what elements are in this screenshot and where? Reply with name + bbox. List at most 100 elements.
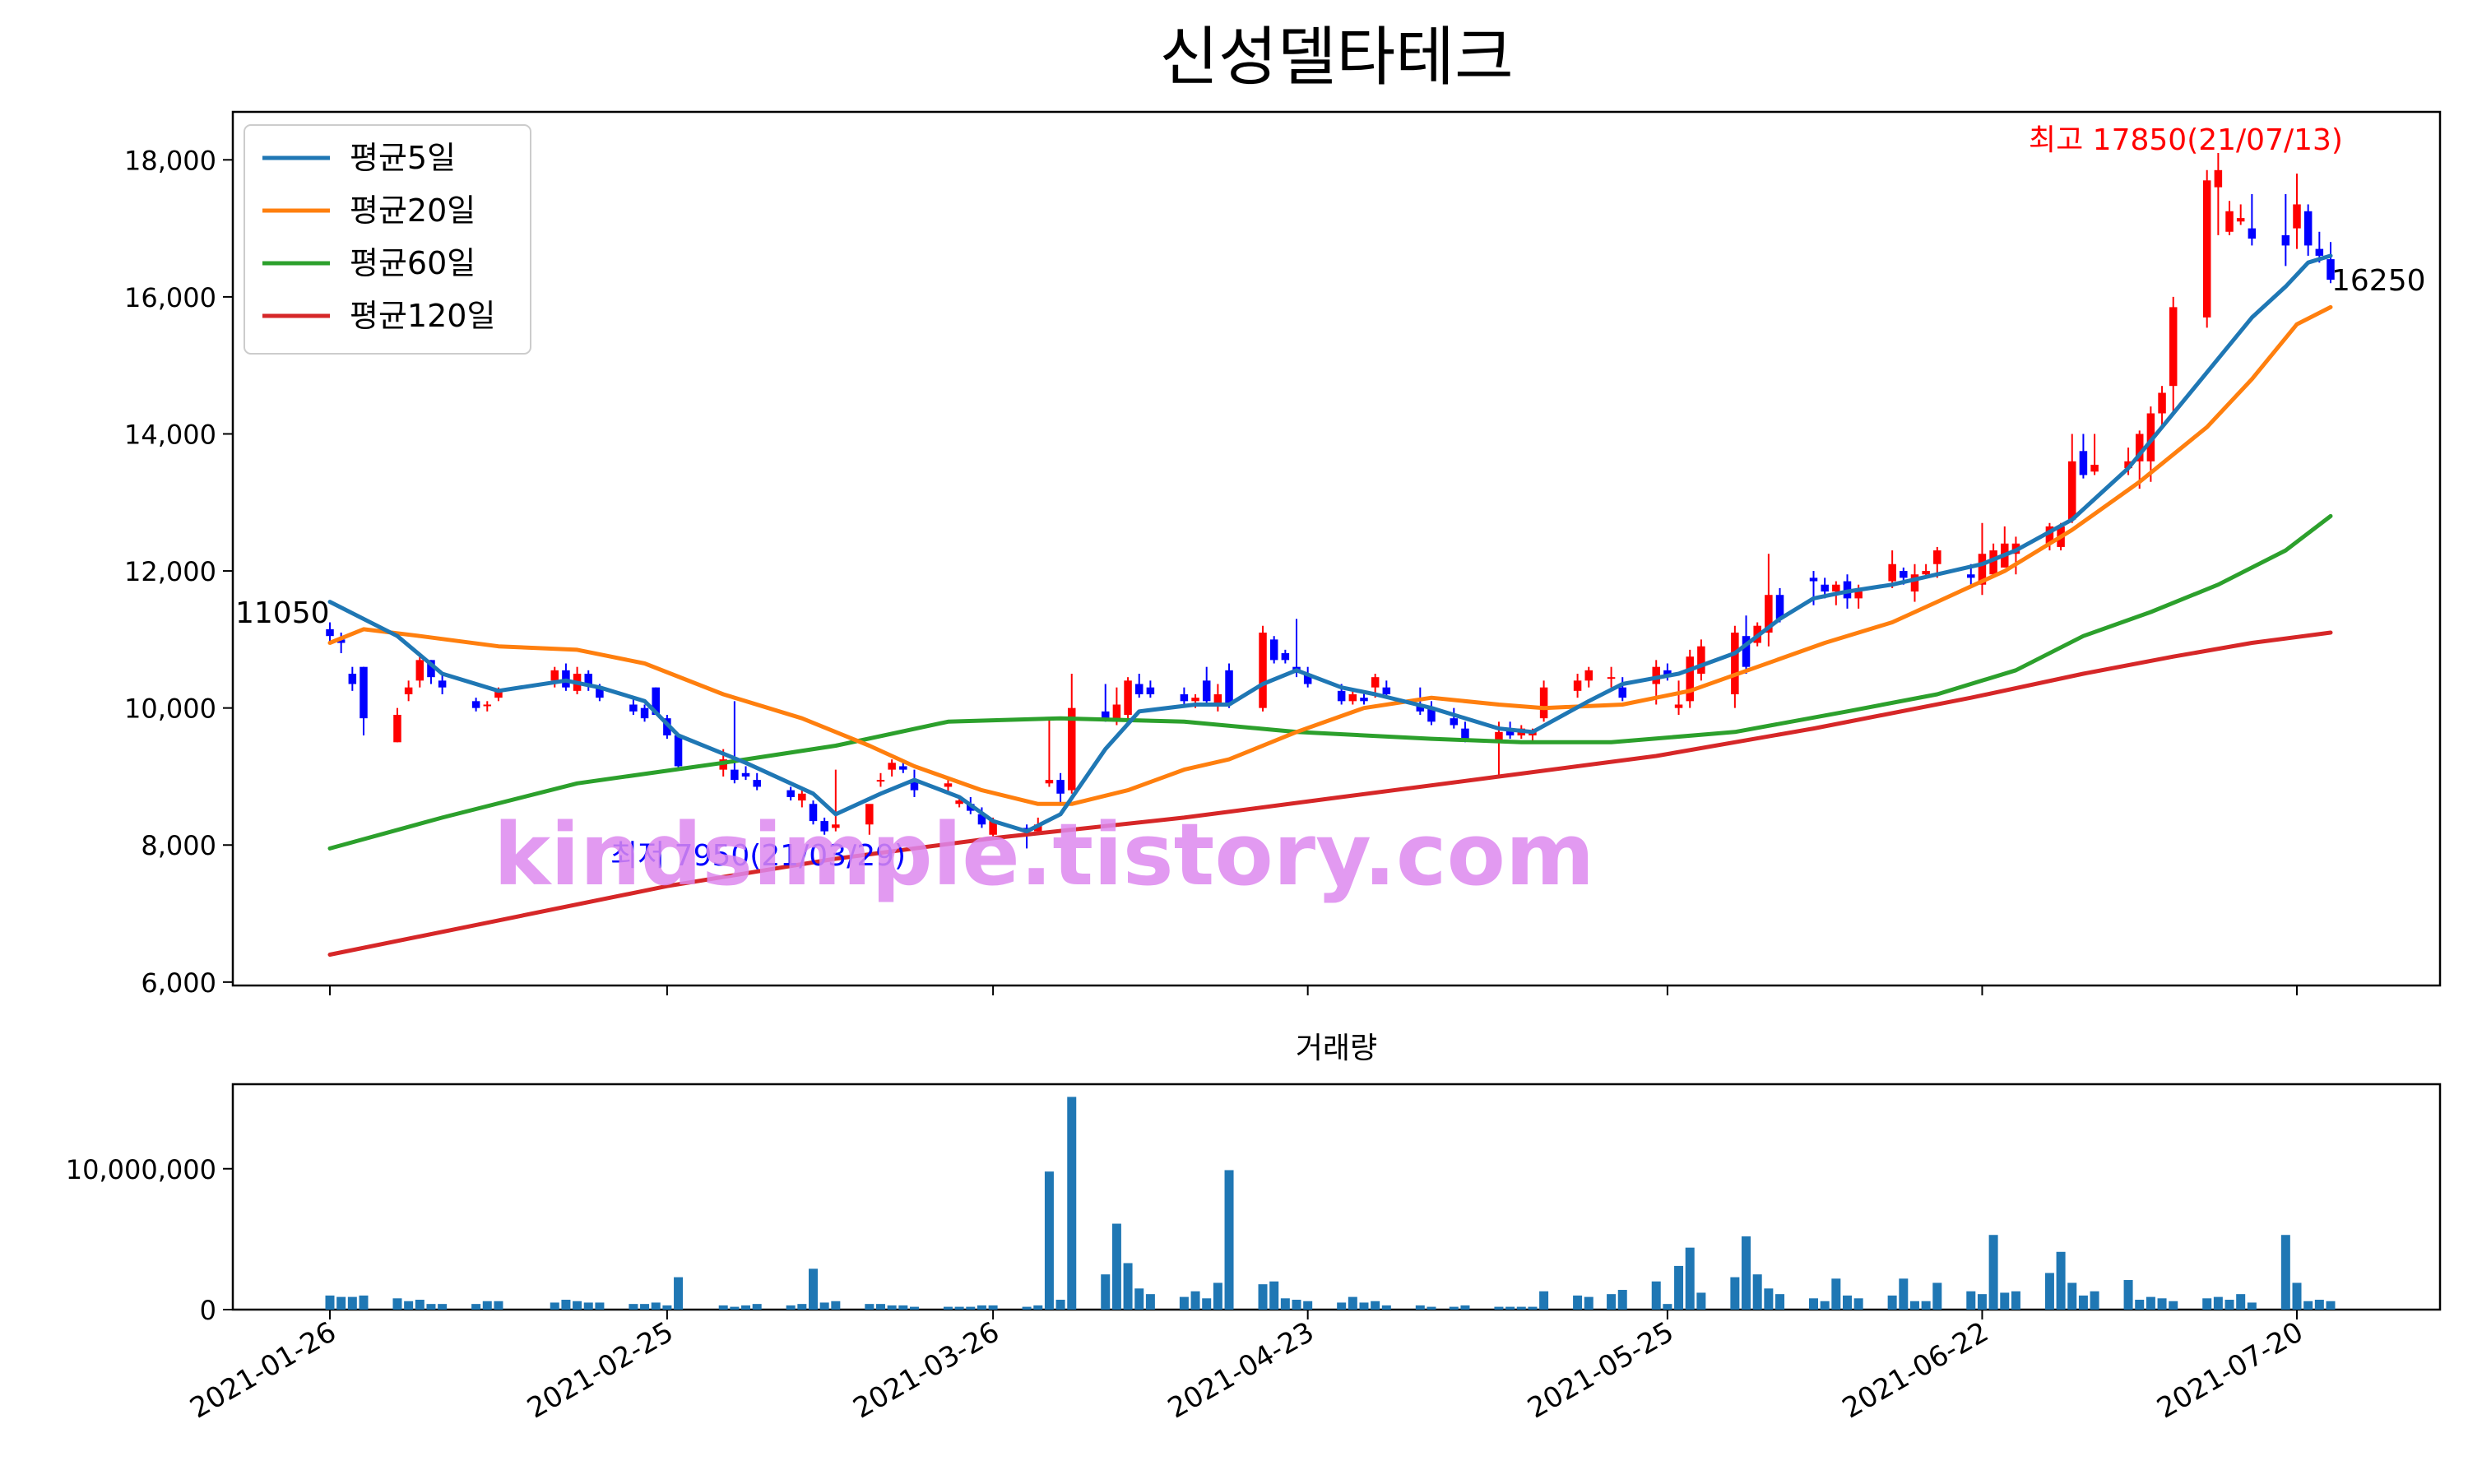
candle-body	[2303, 211, 2313, 246]
candle-body	[955, 800, 963, 805]
candle-body	[989, 821, 997, 835]
y-tick-label: 14,000	[124, 419, 216, 450]
candlestick	[1281, 649, 1290, 664]
candlestick	[415, 653, 424, 688]
candlestick	[1382, 680, 1391, 698]
volume-bar	[1269, 1281, 1279, 1310]
volume-bar	[550, 1302, 559, 1310]
candlestick	[1348, 690, 1357, 705]
candlestick	[1045, 718, 1054, 787]
legend-box	[244, 124, 531, 355]
candle-body	[888, 763, 896, 770]
volume-bar	[1460, 1305, 1470, 1310]
volume-bar	[640, 1304, 650, 1310]
volume-bar	[1831, 1278, 1841, 1310]
candlestick	[674, 735, 683, 770]
volume-bar	[1111, 1223, 1121, 1310]
candle-body	[1910, 574, 1919, 592]
candle-body	[1573, 680, 1582, 691]
candlestick	[2202, 169, 2211, 328]
volume-bar	[561, 1300, 571, 1310]
candlestick	[1225, 663, 1233, 708]
volume-bar	[1292, 1300, 1301, 1310]
volume-bar	[662, 1305, 672, 1310]
volume-bar	[1224, 1170, 1234, 1310]
candle-body	[2169, 307, 2178, 387]
candle-body	[1607, 677, 1616, 679]
candlestick	[1101, 684, 1110, 722]
candlestick	[1686, 649, 1694, 708]
candle-body	[483, 704, 492, 707]
candle-body	[2135, 434, 2144, 461]
chart-title: 신성델타테크	[1159, 21, 1514, 95]
candlestick	[2327, 242, 2335, 284]
volume-bar	[1764, 1288, 1774, 1310]
candlestick	[1731, 625, 1739, 708]
volume-bar	[1033, 1305, 1043, 1310]
candlestick	[798, 790, 806, 808]
volume-bar	[629, 1304, 638, 1310]
candle-body	[2068, 461, 2076, 520]
volume-bar	[404, 1301, 414, 1310]
volume-bar	[786, 1305, 796, 1310]
candle-body	[2214, 169, 2223, 188]
volume-bar	[1607, 1294, 1617, 1310]
candlestick	[786, 786, 795, 801]
volume-bar	[797, 1304, 807, 1310]
y-tick-label: 10,000	[124, 693, 216, 725]
candlestick	[2169, 296, 2178, 414]
volume-bar	[651, 1302, 661, 1310]
volume-bar	[1044, 1171, 1054, 1310]
volume-bar	[1988, 1235, 1998, 1310]
candle-body	[1584, 670, 1593, 681]
candle-body	[2079, 451, 2088, 475]
volume-bar	[1134, 1288, 1144, 1310]
candle-body	[753, 780, 761, 787]
volume-bar	[1280, 1298, 1290, 1310]
candlestick	[1146, 680, 1155, 698]
volume-bar	[2247, 1302, 2257, 1310]
volume-bar	[954, 1306, 964, 1310]
volume-bar	[471, 1304, 481, 1310]
candlestick	[483, 701, 492, 712]
candlestick	[584, 670, 592, 691]
volume-bar	[2056, 1251, 2066, 1310]
volume-bar	[1415, 1305, 1425, 1310]
volume-bar	[1674, 1265, 1684, 1310]
candle-body	[1371, 677, 1380, 688]
volume-bar	[359, 1295, 369, 1310]
volume-bar	[865, 1304, 874, 1310]
candle-body	[1134, 684, 1144, 694]
candlestick	[2248, 193, 2257, 246]
volume-bar	[1899, 1278, 1909, 1310]
candlestick	[1202, 666, 1211, 705]
candle-body	[415, 660, 424, 681]
candle-body	[832, 824, 840, 828]
candle-body	[1900, 571, 1908, 578]
candlestick	[326, 622, 334, 643]
candle-body	[1495, 731, 1503, 743]
volume-bar	[1539, 1291, 1549, 1310]
volume-bar	[2157, 1298, 2167, 1310]
volume-bar	[1809, 1298, 1819, 1310]
candle-body	[2045, 526, 2054, 544]
candlestick	[832, 769, 840, 832]
volume-bar	[730, 1306, 740, 1310]
candle-body	[1382, 687, 1391, 694]
candle-body	[1348, 694, 1357, 702]
volume-bar	[674, 1277, 684, 1310]
annotations: 최고 17850(21/07/13) 최저 7950(21/03/29) 11050…	[235, 123, 2426, 905]
volume-bar	[494, 1301, 503, 1310]
candle-body	[393, 714, 401, 743]
volume-title: 거래량	[1296, 1032, 1377, 1065]
volume-bar	[1516, 1306, 1526, 1310]
candle-body	[674, 735, 683, 767]
candle-body	[731, 769, 739, 781]
volume-bar	[1752, 1274, 1762, 1310]
candle-body	[2146, 413, 2155, 461]
volume-bar	[887, 1305, 897, 1310]
volume-bar	[718, 1305, 728, 1310]
volume-plot-area	[231, 1083, 2442, 1311]
